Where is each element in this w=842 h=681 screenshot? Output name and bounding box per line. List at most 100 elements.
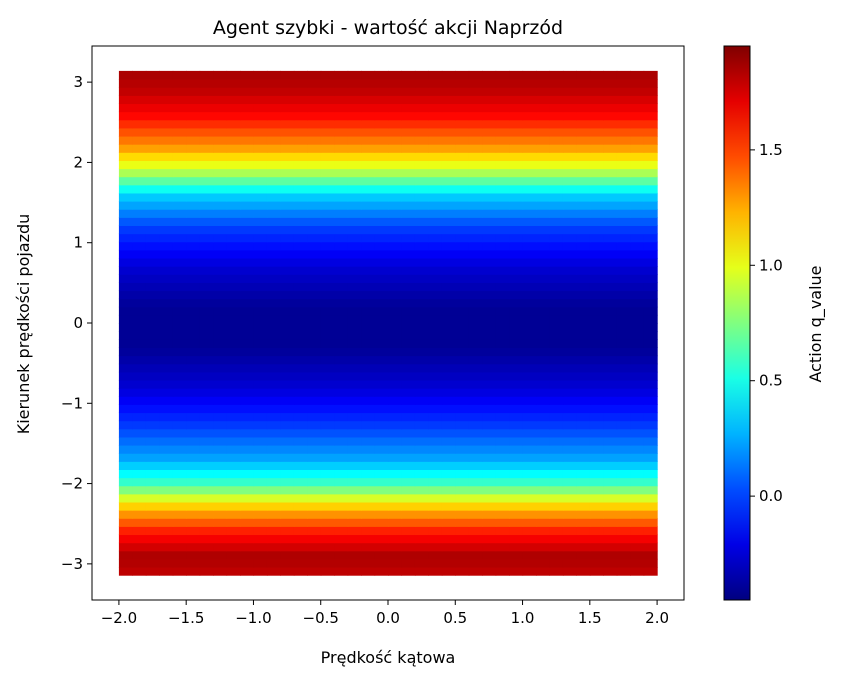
heatmap-cell (118, 111, 133, 121)
heatmap-cell (536, 420, 551, 430)
heatmap-cell (603, 209, 618, 218)
heatmap-cell (213, 79, 228, 88)
heatmap-cell (522, 518, 537, 527)
heatmap-cell (320, 225, 335, 235)
heatmap-cell (159, 363, 174, 373)
heatmap-cell (495, 469, 510, 479)
heatmap-cell (132, 160, 147, 170)
heatmap-cell (320, 453, 335, 462)
heatmap-cell (253, 558, 268, 568)
heatmap-cell (509, 152, 524, 161)
heatmap-cell (428, 412, 443, 422)
heatmap-cell (320, 119, 335, 129)
heatmap-cell (455, 201, 470, 210)
heatmap-cell (536, 493, 551, 503)
heatmap-cell (159, 111, 174, 121)
heatmap-cell (441, 534, 456, 544)
heatmap-cell (172, 542, 187, 552)
heatmap-cell (172, 103, 187, 113)
heatmap-cell (630, 534, 645, 544)
heatmap-cell (468, 111, 483, 121)
heatmap-cell (616, 152, 631, 161)
heatmap-cell (603, 428, 618, 438)
heatmap-cell (522, 355, 537, 365)
heatmap-cell (145, 119, 160, 129)
heatmap-cell (509, 444, 524, 454)
heatmap-cell (226, 282, 241, 292)
heatmap-cell (401, 363, 416, 373)
heatmap-cell (576, 518, 591, 527)
heatmap-cell (428, 339, 443, 348)
heatmap-cell (118, 501, 133, 511)
heatmap-cell (374, 290, 389, 300)
heatmap-cell (388, 152, 403, 161)
heatmap-cell (509, 298, 524, 308)
heatmap-cell (643, 266, 658, 275)
heatmap-cell (441, 257, 456, 267)
heatmap-cell (509, 550, 524, 560)
heatmap-cell (240, 70, 255, 80)
heatmap-cell (455, 184, 470, 194)
heatmap-cell (347, 168, 362, 178)
heatmap-cell (118, 176, 133, 186)
heatmap-cell (361, 306, 376, 316)
heatmap-cell (118, 282, 133, 292)
heatmap-cell (320, 249, 335, 259)
heatmap-cell (213, 209, 228, 218)
heatmap-cell (374, 518, 389, 527)
heatmap-cell (293, 241, 308, 251)
heatmap-cell (468, 485, 483, 495)
heatmap-cell (199, 542, 214, 552)
heatmap-cell (441, 518, 456, 527)
heatmap-cell (347, 314, 362, 324)
heatmap-cell (630, 461, 645, 470)
heatmap-cell (414, 192, 429, 202)
heatmap-cell (401, 127, 416, 137)
heatmap-cell (388, 233, 403, 243)
heatmap-cell (522, 152, 537, 161)
heatmap-cell (172, 347, 187, 357)
heatmap-cell (536, 510, 551, 519)
heatmap-cell (186, 103, 201, 113)
heatmap-cell (240, 95, 255, 105)
heatmap-cell (616, 558, 631, 568)
heatmap-cell (495, 436, 510, 446)
heatmap-cell (347, 550, 362, 560)
heatmap-cell (361, 550, 376, 560)
heatmap-cell (307, 144, 322, 153)
heatmap-cell (509, 501, 524, 511)
heatmap-cell (576, 501, 591, 511)
heatmap-cell (374, 477, 389, 487)
heatmap-cell (199, 119, 214, 129)
heatmap-cell (536, 550, 551, 560)
heatmap-cell (495, 461, 510, 470)
heatmap-cell (643, 79, 658, 88)
heatmap-cell (320, 469, 335, 479)
heatmap-cell (522, 176, 537, 186)
heatmap-cell (401, 444, 416, 454)
heatmap-cell (172, 111, 187, 121)
heatmap-cell (536, 542, 551, 552)
heatmap-cell (455, 249, 470, 259)
heatmap-cell (428, 379, 443, 389)
heatmap-cell (293, 550, 308, 560)
heatmap-cell (320, 428, 335, 438)
heatmap-cell (589, 87, 604, 96)
heatmap-cell (630, 347, 645, 357)
heatmap-cell (455, 79, 470, 88)
heatmap-cell (253, 314, 268, 324)
heatmap-cell (226, 274, 241, 283)
heatmap-cell (347, 111, 362, 121)
heatmap-cell (159, 501, 174, 511)
heatmap-cell (522, 428, 537, 438)
heatmap-cell (132, 526, 147, 536)
heatmap-cell (132, 241, 147, 251)
heatmap-cell (468, 469, 483, 479)
heatmap-cell (334, 428, 349, 438)
heatmap-cell (374, 257, 389, 267)
heatmap-cell (132, 518, 147, 527)
heatmap-cell (509, 176, 524, 186)
heatmap-cell (320, 209, 335, 218)
heatmap-cell (455, 119, 470, 129)
heatmap-cell (562, 111, 577, 121)
